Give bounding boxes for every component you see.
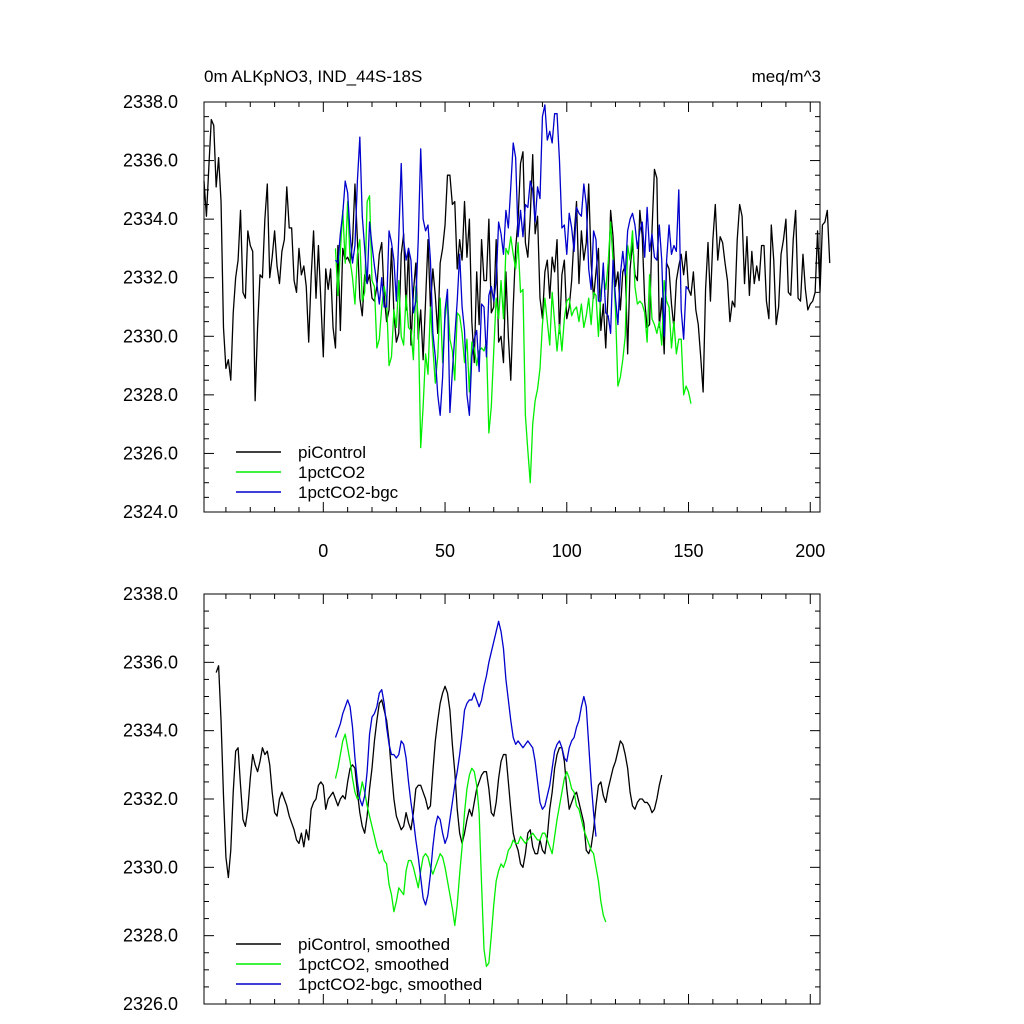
series-line-1 bbox=[215, 665, 663, 879]
y-tick-label: 2336.0 bbox=[123, 652, 178, 672]
series-line-3 bbox=[334, 620, 597, 906]
x-tick-label: 100 bbox=[552, 541, 582, 561]
y-tick-label: 2332.0 bbox=[123, 789, 178, 809]
y-tick-label: 2328.0 bbox=[123, 926, 178, 946]
bottom-panel: 2326.0 2328.0 2330.0 2332.0 2334.0 2336.0 2338… bbox=[123, 584, 821, 1014]
x-tick-label: 150 bbox=[673, 541, 703, 561]
y-tick-label: 2338.0 bbox=[123, 584, 178, 604]
y-tick-label: 2328.0 bbox=[123, 385, 178, 405]
y-tick-label: 2326.0 bbox=[123, 994, 178, 1014]
x-tick-label: 0 bbox=[318, 541, 328, 561]
top-axis-ticks: 2324.0 2326.0 2328.0 2330.0 2332.0 2334.0 2336… bbox=[123, 92, 825, 561]
y-tick-label: 2334.0 bbox=[123, 721, 178, 741]
x-tick-label: 50 bbox=[435, 541, 455, 561]
legend-label-2: 1pctCO2 bbox=[298, 463, 365, 482]
bottom-axis-ticks: 2326.0 2328.0 2330.0 2332.0 2334.0 2336.0 2338… bbox=[123, 584, 820, 1014]
chart-title: 0m ALKpNO3, IND_44S-18S bbox=[204, 67, 422, 86]
series-line-2 bbox=[334, 733, 607, 968]
chart-units: meq/m^3 bbox=[752, 67, 821, 86]
top-plot-frame bbox=[203, 101, 821, 513]
bottom-plot-frame bbox=[203, 593, 821, 1005]
x-tick-label: 200 bbox=[795, 541, 825, 561]
legend-label-1: piControl, smoothed bbox=[298, 935, 450, 954]
y-tick-label: 2330.0 bbox=[123, 857, 178, 877]
legend-label-1: piControl bbox=[298, 443, 366, 462]
bottom-plot-lines bbox=[215, 620, 663, 968]
y-tick-label: 2332.0 bbox=[123, 268, 178, 288]
series-line-1 bbox=[203, 118, 831, 402]
y-tick-label: 2338.0 bbox=[123, 92, 178, 112]
legend-label-2: 1pctCO2, smoothed bbox=[298, 955, 449, 974]
y-tick-label: 2326.0 bbox=[123, 443, 178, 463]
top-panel: 0m ALKpNO3, IND_44S-18S meq/m^3 2324.023… bbox=[123, 67, 831, 561]
legend-label-3: 1pctCO2-bgc, smoothed bbox=[298, 975, 482, 994]
top-plot-lines bbox=[203, 104, 831, 484]
y-tick-label: 2334.0 bbox=[123, 209, 178, 229]
legend-label-3: 1pctCO2-bgc bbox=[298, 483, 399, 502]
series-line-3 bbox=[334, 104, 690, 417]
series-line-2 bbox=[334, 195, 692, 484]
y-tick-label: 2336.0 bbox=[123, 151, 178, 171]
y-tick-label: 2330.0 bbox=[123, 326, 178, 346]
y-tick-label: 2324.0 bbox=[123, 502, 178, 522]
